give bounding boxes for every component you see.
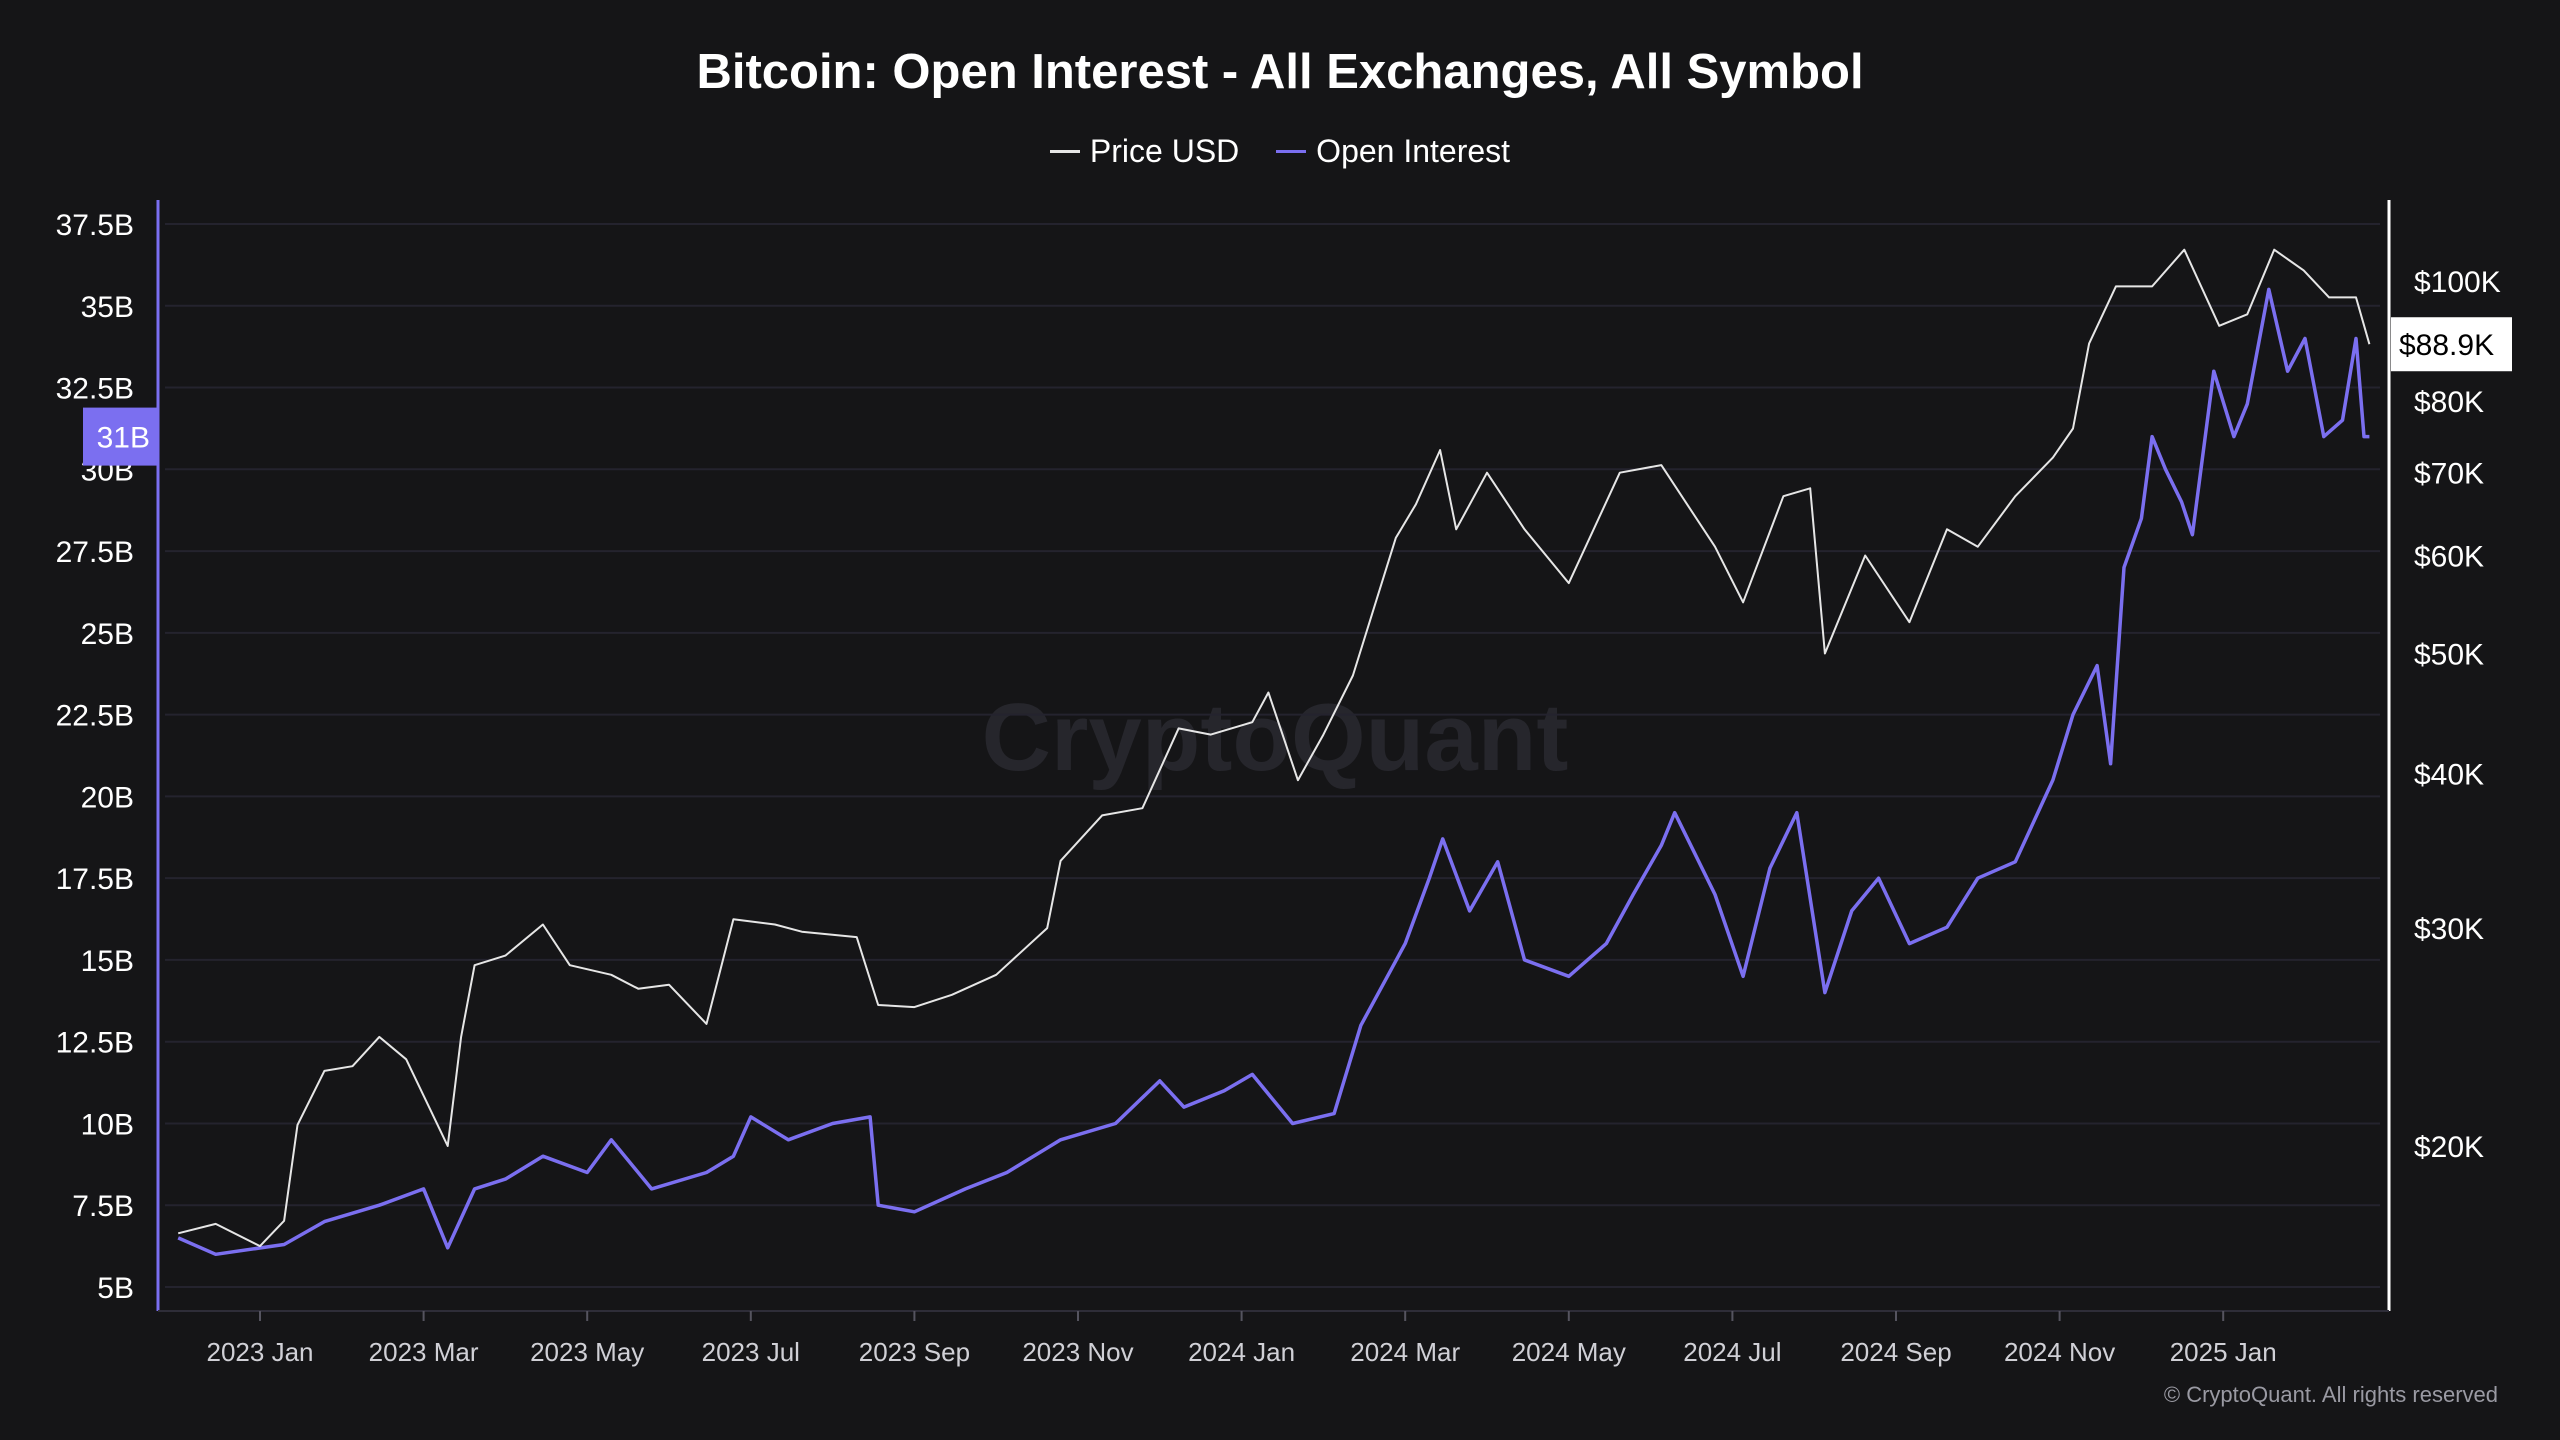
right-tick-label: $70K <box>2414 458 2484 491</box>
right-tick-label: $60K <box>2414 541 2484 574</box>
left-tick-label: 12.5B <box>56 1027 134 1060</box>
left-tick-label: 5B <box>97 1272 134 1305</box>
legend-item-open-interest[interactable]: Open Interest <box>1276 133 1510 170</box>
right-tick-label: $40K <box>2414 758 2484 791</box>
oi-swatch-icon <box>1276 150 1307 153</box>
current-price-label: $88.9K <box>2399 329 2494 362</box>
right-tick-label: $100K <box>2414 266 2501 299</box>
x-tick-label: 2023 Mar <box>369 1337 479 1367</box>
current-oi-label: 31B <box>97 422 150 455</box>
price-swatch-icon <box>1049 150 1080 153</box>
current-price-badge <box>2391 317 2512 372</box>
legend: Price USD Open Interest <box>0 124 2560 170</box>
left-tick-label: 37.5B <box>56 209 134 242</box>
right-tick-label: $20K <box>2414 1131 2484 1164</box>
left-tick-label: 10B <box>81 1108 134 1141</box>
current-oi-badge <box>83 407 158 466</box>
left-tick-label: 7.5B <box>72 1190 134 1223</box>
legend-item-price[interactable]: Price USD <box>1049 133 1240 170</box>
x-tick-label: 2024 Jan <box>1188 1337 1295 1367</box>
x-tick-label: 2023 Nov <box>1022 1337 1133 1367</box>
left-tick-label: 17.5B <box>56 863 134 896</box>
left-tick-label: 15B <box>81 945 134 978</box>
x-tick-label: 2025 Jan <box>2170 1337 2277 1367</box>
chart-title: Bitcoin: Open Interest - All Exchanges, … <box>696 45 1864 99</box>
x-tick-label: 2023 Sep <box>859 1337 970 1367</box>
left-tick-label: 25B <box>81 618 134 651</box>
x-tick-label: 2024 May <box>1512 1337 1626 1367</box>
watermark: CryptoQuant <box>982 684 1569 791</box>
copyright: © CryptoQuant. All rights reserved <box>2163 1382 2498 1407</box>
x-tick-label: 2023 Jan <box>207 1337 314 1367</box>
left-tick-label: 22.5B <box>56 700 134 733</box>
x-tick-label: 2024 Mar <box>1350 1337 1460 1367</box>
x-tick-label: 2024 Sep <box>1840 1337 1951 1367</box>
price-line <box>177 248 2371 1248</box>
left-tick-label: 27.5B <box>56 536 134 569</box>
x-tick-label: 2024 Nov <box>2004 1337 2115 1367</box>
left-tick-label: 35B <box>81 291 134 324</box>
right-tick-label: $50K <box>2414 639 2484 672</box>
left-tick-label: 32.5B <box>56 373 134 406</box>
left-tick-label: 20B <box>81 781 134 814</box>
x-tick-label: 2024 Jul <box>1683 1337 1781 1367</box>
right-tick-label: $80K <box>2414 386 2484 419</box>
legend-label-oi: Open Interest <box>1316 133 1511 169</box>
open-interest-line <box>177 287 2370 1257</box>
legend-label-price: Price USD <box>1089 133 1240 169</box>
x-tick-label: 2023 Jul <box>702 1337 800 1367</box>
x-tick-label: 2023 May <box>530 1337 644 1367</box>
right-tick-label: $30K <box>2414 913 2484 946</box>
